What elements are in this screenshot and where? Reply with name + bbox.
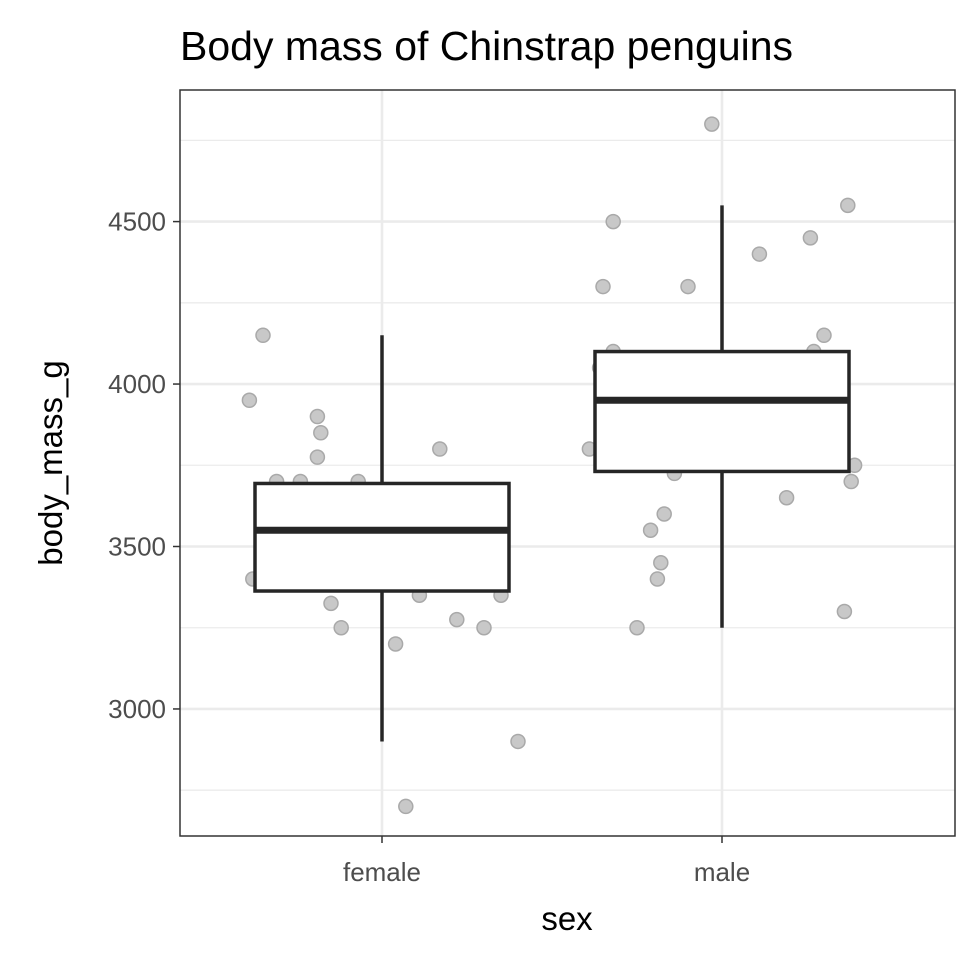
data-point	[255, 327, 271, 344]
x-tick-label: male	[694, 857, 750, 887]
y-axis-title: body_mass_g	[32, 360, 69, 565]
data-point	[333, 619, 349, 636]
data-point	[476, 619, 492, 636]
data-point	[629, 619, 645, 636]
chart-title: Body mass of Chinstrap penguins	[180, 23, 793, 69]
data-point	[313, 425, 329, 441]
data-point	[680, 278, 696, 295]
data-point	[836, 603, 853, 620]
box-iqr	[253, 481, 511, 593]
y-tick-label: 4000	[108, 369, 166, 399]
data-point	[642, 522, 659, 539]
data-point	[323, 595, 339, 612]
data-point	[449, 611, 465, 628]
box-female	[253, 335, 511, 742]
data-point	[510, 733, 526, 750]
data-point	[751, 246, 768, 262]
data-point	[595, 278, 611, 295]
data-point	[816, 327, 832, 344]
x-axis-title: sex	[541, 900, 593, 937]
data-point	[398, 798, 414, 815]
box-iqr	[593, 349, 851, 474]
data-point	[241, 392, 258, 409]
data-point	[802, 230, 819, 246]
points	[241, 116, 863, 815]
y-axis: 3000 3500 4000 4500	[108, 207, 180, 724]
data-point	[309, 408, 326, 425]
data-point	[387, 636, 404, 652]
data-point	[704, 116, 720, 132]
data-point	[432, 441, 448, 457]
y-tick-label: 4500	[108, 207, 166, 237]
data-point	[653, 554, 669, 571]
data-point	[778, 490, 795, 506]
data-point	[843, 473, 859, 490]
data-point	[656, 506, 672, 522]
data-point	[309, 449, 326, 465]
data-point	[840, 197, 856, 214]
panel-border	[179, 89, 956, 837]
data-point	[649, 571, 666, 587]
data-point	[605, 213, 621, 230]
y-tick-label: 3000	[108, 694, 166, 724]
y-tick-label: 3500	[108, 532, 166, 562]
boxes	[253, 205, 851, 742]
box-male	[593, 205, 851, 628]
x-tick-label: female	[343, 857, 421, 887]
x-axis: female male	[343, 836, 750, 887]
